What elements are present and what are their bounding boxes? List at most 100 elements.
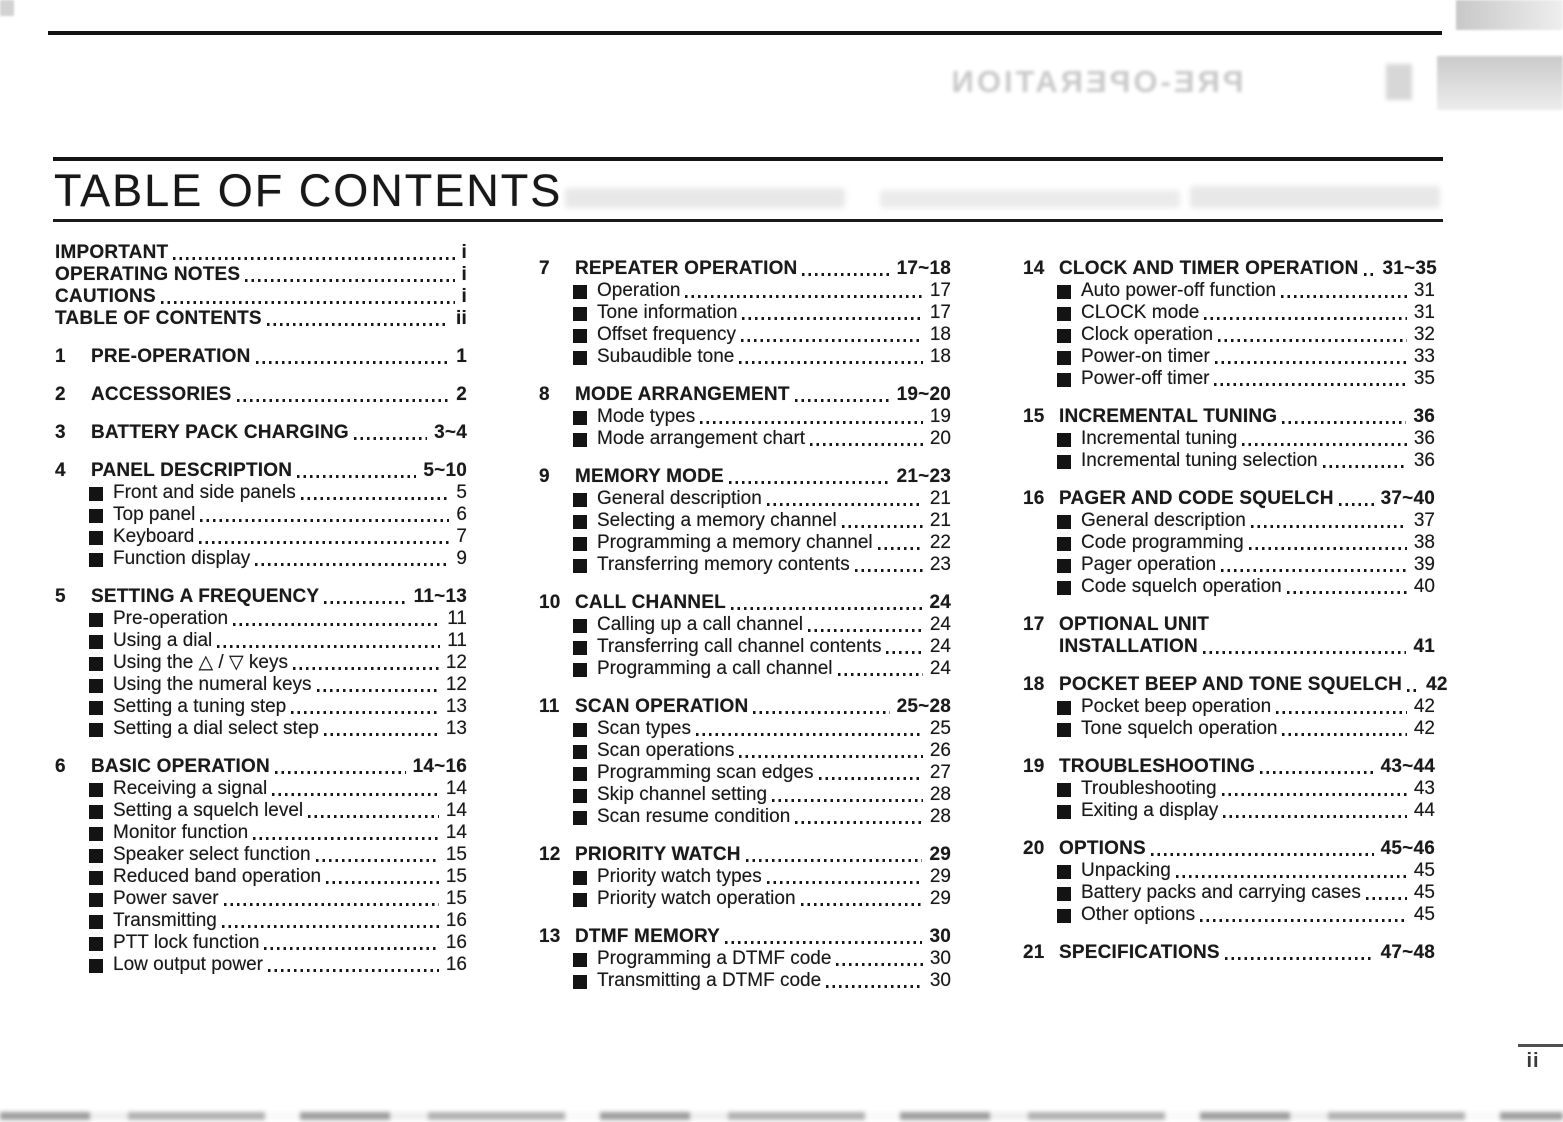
dot-leader xyxy=(795,821,923,824)
entry-title: Programming a memory channel xyxy=(597,532,873,553)
square-bullet-icon xyxy=(1057,865,1071,879)
toc-section: 9 MEMORY MODE 21~23 General description 21 Se… xyxy=(539,466,951,576)
toc-section: 18 POCKET BEEP AND TONE SQUELCH 42 Pocket b… xyxy=(1023,674,1447,740)
toc-row: Tone squelch operation 42 xyxy=(1023,718,1435,740)
page-ref: 15 xyxy=(445,866,467,887)
entry-title: Transmitting a DTMF code xyxy=(597,970,822,991)
page-ref: 19~20 xyxy=(896,384,951,405)
entry-title: IMPORTANT xyxy=(55,242,169,263)
title-rule-top xyxy=(53,157,1443,161)
page-ref: 5~10 xyxy=(423,460,467,481)
page-ref: 14~16 xyxy=(412,756,467,777)
page-ref: 14 xyxy=(445,800,467,821)
dot-leader xyxy=(766,503,923,506)
toc-row: Keyboard 7 xyxy=(55,526,467,548)
square-bullet-icon xyxy=(89,657,103,671)
dot-leader xyxy=(160,301,455,304)
section-title: BATTERY PACK CHARGING xyxy=(91,422,349,443)
entry-title: Pager operation xyxy=(1081,554,1217,575)
dot-leader xyxy=(1221,569,1407,572)
square-bullet-icon xyxy=(1057,723,1071,737)
toc-row: 13 DTMF MEMORY 30 xyxy=(539,926,951,948)
square-bullet-icon xyxy=(89,937,103,951)
toc-row: Incremental tuning 36 xyxy=(1023,428,1435,450)
page-ref: 44 xyxy=(1413,800,1435,821)
toc-row: 17 OPTIONAL UNIT xyxy=(1023,614,1435,636)
toc-row: 11 SCAN OPERATION 25~28 xyxy=(539,696,951,718)
entry-title: Operation xyxy=(597,280,681,301)
toc-row: Mode arrangement chart 20 xyxy=(539,428,951,450)
toc-row: 16 PAGER AND CODE SQUELCH 37~40 xyxy=(1023,488,1435,510)
section-title: PRE-OPERATION xyxy=(91,346,251,367)
section-title: ACCESSORIES xyxy=(91,384,232,405)
entry-title: Setting a tuning step xyxy=(113,696,287,717)
square-bullet-icon xyxy=(1057,783,1071,797)
toc-section: 4 PANEL DESCRIPTION 5~10 Front and side pan… xyxy=(55,460,467,570)
entry-title: Priority watch operation xyxy=(597,888,796,909)
square-bullet-icon xyxy=(89,553,103,567)
page-ref: 25 xyxy=(929,718,951,739)
square-bullet-icon xyxy=(89,849,103,863)
entry-title: Subaudible tone xyxy=(597,346,735,367)
page-ref: 21 xyxy=(929,488,951,509)
dot-leader xyxy=(741,339,923,342)
entry-title: Low output power xyxy=(113,954,263,975)
page-number: ii xyxy=(1526,1050,1540,1072)
entry-title: Priority watch types xyxy=(597,866,762,887)
toc-row: Low output power 16 xyxy=(55,954,467,976)
square-bullet-icon xyxy=(1057,537,1071,551)
scan-edge-artifact xyxy=(0,0,14,16)
entry-title: Power-on timer xyxy=(1081,346,1210,367)
square-bullet-icon xyxy=(1057,581,1071,595)
page-ref: 36 xyxy=(1413,406,1435,427)
entry-title: Power-off timer xyxy=(1081,368,1210,389)
square-bullet-icon xyxy=(573,767,587,781)
toc-row: Clock operation 32 xyxy=(1023,324,1435,346)
dot-leader xyxy=(730,607,923,610)
toc-row: 15 INCREMENTAL TUNING 36 xyxy=(1023,406,1435,428)
page-ref: 24 xyxy=(929,614,951,635)
entry-title: Code programming xyxy=(1081,532,1244,553)
toc-row: Programming a call channel 24 xyxy=(539,658,951,680)
entry-title: Using a dial xyxy=(113,630,213,651)
scan-edge-artifact xyxy=(1456,0,1563,30)
toc-row: 5 SETTING A FREQUENCY 11~13 xyxy=(55,586,467,608)
section-title: OPTIONS xyxy=(1059,838,1146,859)
front-matter: IMPORTANT i OPERATING NOTES i CAUTIONS i TABLE… xyxy=(55,242,467,330)
toc-row: Setting a dial select step 13 xyxy=(55,718,467,740)
dot-leader xyxy=(1200,919,1407,922)
entry-title: Tone information xyxy=(597,302,738,323)
dot-leader xyxy=(886,651,923,654)
page-ref: 47~48 xyxy=(1380,942,1435,963)
page-ref: 21~23 xyxy=(896,466,951,487)
toc-row: Power-on timer 33 xyxy=(1023,346,1435,368)
square-bullet-icon xyxy=(1057,455,1071,469)
page-ref: 31~35 xyxy=(1382,258,1437,279)
toc-row: General description 21 xyxy=(539,488,951,510)
toc-row: General description 37 xyxy=(1023,510,1435,532)
page-ref: 36 xyxy=(1413,450,1435,471)
title-block: TABLE OF CONTENTS xyxy=(53,157,1443,222)
toc-row: Mode types 19 xyxy=(539,406,951,428)
entry-title: Monitor function xyxy=(113,822,249,843)
dot-leader xyxy=(266,323,450,326)
entry-title: Incremental tuning selection xyxy=(1081,450,1318,471)
dot-leader xyxy=(837,673,923,676)
toc-section: 19 TROUBLESHOOTING 43~44 Troubleshooting 43 E… xyxy=(1023,756,1435,822)
dot-leader xyxy=(1204,317,1407,320)
square-bullet-icon xyxy=(573,559,587,573)
section-title: CLOCK AND TIMER OPERATION xyxy=(1059,258,1359,279)
toc-row: 19 TROUBLESHOOTING 43~44 xyxy=(1023,756,1435,778)
toc-column: IMPORTANT i OPERATING NOTES i CAUTIONS i TABLE… xyxy=(55,242,467,976)
entry-title: CAUTIONS xyxy=(55,286,156,307)
toc-row: Pocket beep operation 42 xyxy=(1023,696,1435,718)
page-ref: 32 xyxy=(1413,324,1435,345)
square-bullet-icon xyxy=(573,723,587,737)
dot-leader xyxy=(766,881,923,884)
dot-leader xyxy=(745,859,923,862)
page-ref: 45~46 xyxy=(1380,838,1435,859)
toc-column: 7 REPEATER OPERATION 17~18 Operation 17 Tone … xyxy=(539,242,951,992)
square-bullet-icon xyxy=(89,679,103,693)
square-bullet-icon xyxy=(89,531,103,545)
